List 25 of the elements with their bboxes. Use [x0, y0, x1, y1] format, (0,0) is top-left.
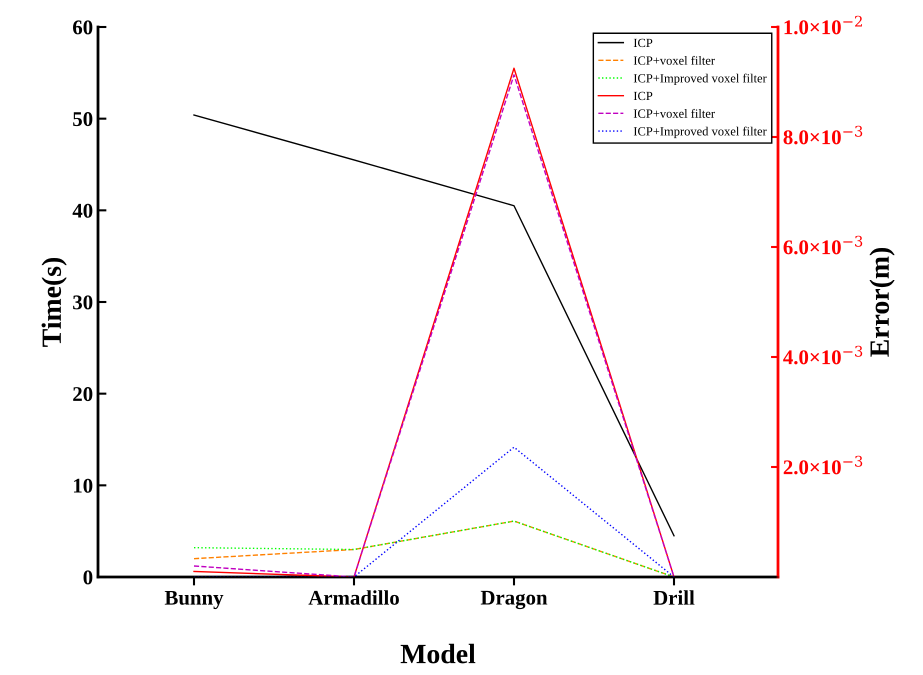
y-tick-label: 60 — [73, 20, 92, 34]
y-tick-label: 0 — [84, 570, 92, 584]
y-tick-label: 10 — [74, 478, 92, 493]
x-tick-label: Armadillo — [308, 590, 399, 605]
x-tick-label: Dragon — [480, 590, 548, 610]
legend-label: ICP+voxel filter — [634, 108, 715, 118]
y2-axis-title: Error(m) — [869, 248, 895, 357]
legend-label: ICP+Improved voxel filter — [634, 126, 767, 138]
legend-label: ICP — [634, 38, 652, 48]
y-tick-label: 20 — [73, 387, 92, 402]
y-tick-label: 30 — [73, 295, 92, 310]
x-tick-label: Drill — [654, 590, 694, 605]
x-axis-title: Model — [400, 644, 476, 664]
y-tick-label: 50 — [73, 112, 92, 126]
y-tick-label: 40 — [72, 204, 92, 218]
legend-label: ICP+voxel filter — [634, 56, 715, 65]
y-axis-title: Time(s) — [42, 258, 67, 347]
legend-label: ICP — [634, 92, 652, 100]
x-tick-label: Bunny — [164, 590, 224, 610]
y2-tick-label: 1.0×10$^{−2}$ — [784, 16, 862, 34]
legend-label: ICP+Improved voxel filter — [634, 74, 767, 86]
y2-tick-label: 8.0×10$^{−3}$ — [784, 126, 862, 144]
y2-tick-label: 2.0×10$^{−3}$ — [784, 456, 862, 474]
y2-tick-label: 6.0×10$^{−3}$ — [784, 236, 862, 254]
y2-tick-label: 4.0×10$^{−3}$ — [783, 346, 862, 364]
